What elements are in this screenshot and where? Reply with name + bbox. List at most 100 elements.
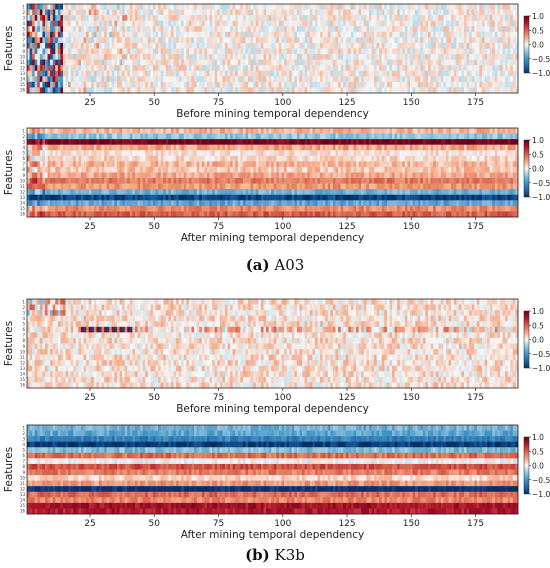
heatmap-cell	[150, 9, 154, 16]
heatmap-cell	[363, 161, 367, 168]
heatmap-cell	[404, 9, 408, 16]
heatmap-cell	[98, 65, 102, 72]
heatmap-cell	[389, 172, 393, 179]
heatmap-cell	[106, 59, 110, 66]
heatmap-cell	[515, 31, 519, 38]
heatmap-cell	[407, 42, 411, 49]
heatmap-cell	[404, 70, 408, 77]
heatmap-cell	[402, 128, 406, 134]
heatmap-cell	[415, 20, 419, 27]
heatmap-cell	[242, 4, 246, 10]
heatmap-cell	[361, 15, 365, 21]
heatmap-cell	[176, 161, 180, 168]
heatmap-cell	[248, 144, 252, 151]
heatmap-cell	[176, 76, 180, 83]
heatmap-cell	[500, 128, 503, 134]
heatmap-cell	[471, 9, 475, 16]
heatmap-cell	[340, 65, 344, 72]
heatmap-cell	[430, 59, 434, 66]
heatmap-cell	[515, 76, 519, 83]
heatmap-cell	[507, 139, 511, 145]
heatmap-cell	[510, 20, 514, 27]
heatmap-cell	[487, 172, 491, 179]
heatmap-cell	[266, 59, 270, 66]
heatmap-cell	[173, 87, 177, 94]
heatmap-cell	[320, 15, 324, 21]
heatmap-cell	[348, 172, 352, 179]
heatmap-cell	[428, 155, 431, 162]
heatmap-cell	[389, 37, 393, 44]
heatmap-cell	[248, 20, 252, 27]
heatmap-cell	[296, 48, 300, 55]
heatmap-cell	[466, 15, 470, 21]
heatmap-cell	[176, 9, 180, 16]
heatmap-cell	[183, 155, 187, 162]
heatmap-cell	[312, 9, 316, 16]
heatmap-cell	[114, 20, 118, 27]
heatmap-cell	[374, 178, 378, 184]
heatmap-cell	[196, 128, 200, 134]
heatmap-cell	[507, 59, 511, 66]
heatmap-cell	[474, 31, 478, 38]
heatmap-cell	[50, 31, 54, 38]
heatmap-cell	[186, 48, 190, 55]
heatmap-cell	[438, 48, 442, 55]
heatmap-cell	[165, 172, 169, 179]
heatmap-cell	[284, 9, 288, 16]
heatmap-cell	[62, 144, 66, 151]
heatmap-cell	[232, 166, 236, 173]
heatmap-cell	[376, 59, 380, 66]
heatmap-cell	[245, 178, 249, 184]
heatmap-cell	[443, 144, 447, 151]
heatmap-cell	[381, 42, 385, 49]
heatmap-cell	[422, 59, 426, 66]
heatmap-cell	[286, 150, 290, 157]
heatmap-cell	[29, 81, 33, 88]
heatmap-cell	[214, 128, 218, 134]
heatmap-cell	[451, 172, 455, 179]
heatmap-cell	[227, 31, 231, 38]
heatmap-cell	[62, 166, 66, 173]
heatmap-cell	[83, 15, 87, 21]
heatmap-cell	[104, 65, 108, 72]
heatmap-cell	[245, 133, 249, 140]
heatmap-cell	[327, 9, 331, 16]
heatmap-cell	[39, 81, 43, 88]
heatmap-cell	[330, 9, 334, 16]
heatmap-cell	[268, 65, 272, 72]
heatmap-cell	[327, 87, 331, 94]
heatmap-cell	[320, 42, 324, 49]
heatmap-cell	[163, 65, 167, 72]
heatmap-cell	[155, 26, 159, 33]
heatmap-cell	[178, 59, 182, 66]
heatmap-cell	[510, 4, 514, 10]
heatmap-cell	[476, 65, 480, 72]
heatmap-cell	[160, 128, 164, 134]
heatmap-cell	[39, 37, 43, 44]
heatmap-cell	[227, 48, 231, 55]
heatmap-cell	[482, 37, 485, 44]
heatmap-cell	[338, 87, 342, 94]
heatmap-cell	[453, 178, 457, 184]
heatmap-cell	[83, 172, 87, 179]
heatmap-cell	[271, 155, 275, 162]
heatmap-cell	[132, 133, 136, 140]
heatmap-cell	[62, 87, 66, 94]
heatmap-cell	[119, 155, 123, 162]
heatmap-cell	[212, 15, 216, 21]
heatmap-cell	[471, 54, 475, 60]
heatmap-cell	[309, 59, 313, 66]
heatmap-cell	[338, 37, 342, 44]
heatmap-cell	[484, 59, 488, 66]
heatmap-cell	[317, 42, 321, 49]
heatmap-cell	[263, 4, 267, 10]
heatmap-cell	[500, 76, 503, 83]
heatmap-cell	[109, 128, 113, 134]
heatmap-cell	[502, 9, 506, 16]
heatmap-cell	[60, 70, 64, 77]
heatmap-cell	[129, 37, 133, 44]
heatmap-cell	[194, 144, 198, 151]
heatmap-cell	[140, 59, 144, 66]
heatmap-cell	[389, 178, 393, 184]
heatmap-cell	[155, 178, 159, 184]
